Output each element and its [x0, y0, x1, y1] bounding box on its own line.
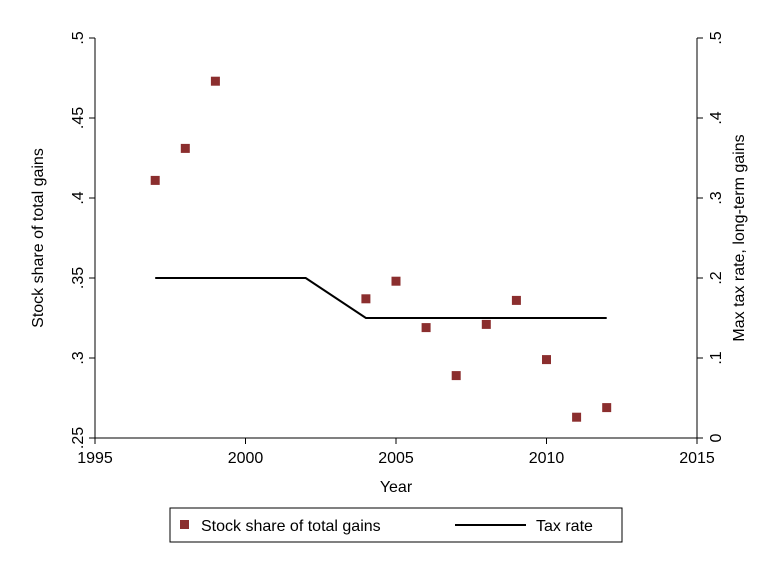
legend: Stock share of total gains Tax rate — [169, 507, 623, 543]
marks — [150, 76, 612, 422]
axes — [89, 37, 703, 444]
y-right-tick-label: .1 — [708, 351, 725, 364]
stock-share-point — [421, 323, 431, 333]
x-tick-label: 2000 — [228, 450, 264, 467]
y-left-tick-label: .4 — [70, 191, 87, 204]
stock-share-point — [542, 355, 551, 365]
legend-marker-stock-share — [180, 520, 189, 529]
x-tick-label: 1995 — [77, 450, 113, 467]
legend-box — [169, 507, 623, 543]
y-right-tick-label: .5 — [708, 31, 725, 44]
legend-label-tax-rate: Tax rate — [536, 518, 593, 535]
stock-share-point — [511, 295, 521, 305]
tax-rate-line — [155, 277, 607, 319]
y-left-tick-label: .3 — [70, 351, 87, 364]
stock-share-point — [210, 76, 220, 86]
y-right-tick-label: .3 — [708, 191, 725, 204]
stock-share-point — [361, 294, 371, 304]
stock-share-point — [572, 412, 582, 422]
y-left-tick-label: .45 — [70, 107, 87, 129]
stock-share-point — [451, 371, 461, 381]
y-right-tick-label: .4 — [708, 111, 725, 124]
y-right-tick-label: 0 — [708, 433, 725, 442]
stock-share-point — [602, 403, 612, 413]
stock-share-point — [180, 143, 190, 153]
y-left-tick-label: .25 — [70, 427, 87, 449]
legend-label-stock-share: Stock share of total gains — [201, 518, 381, 535]
stock-share-point — [391, 276, 401, 286]
y-right-tick-label: .2 — [708, 271, 725, 284]
x-tick-label: 2015 — [679, 450, 715, 467]
x-tick-label: 2010 — [529, 450, 565, 467]
stock-share-point — [481, 319, 491, 329]
stock-share-point — [150, 175, 160, 185]
axis-labels: 1995 2000 2005 2010 2015 .25 .3 .35 .4 .45 .5 0 .1 .2… — [30, 31, 748, 496]
y-axis-right-title: Max tax rate, long-term gains — [731, 134, 748, 341]
x-tick-label: 2005 — [378, 450, 414, 467]
y-left-tick-label: .35 — [70, 267, 87, 289]
y-axis-left-title: Stock share of total gains — [30, 148, 47, 328]
x-axis-title: Year — [380, 479, 413, 496]
y-left-tick-label: .5 — [70, 31, 87, 44]
